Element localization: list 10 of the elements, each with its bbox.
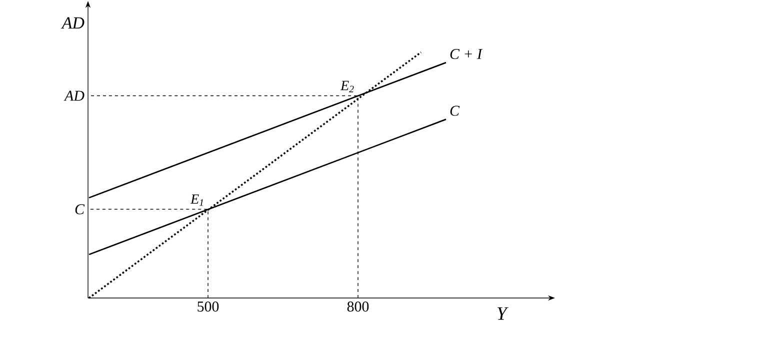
x-axis-title: Y: [497, 307, 509, 320]
annotation: E$_{2}$: [340, 80, 354, 92]
series-label: C: [450, 106, 460, 116]
y-axis-title: AD: [60, 17, 84, 29]
x-tick-label: 500: [198, 302, 219, 312]
text: C: [75, 204, 85, 214]
series-label: C + I: [450, 49, 483, 60]
annotation: E$_{1}$: [190, 194, 203, 206]
x-tick-label: 800: [347, 302, 369, 312]
text: AD: [64, 90, 84, 101]
